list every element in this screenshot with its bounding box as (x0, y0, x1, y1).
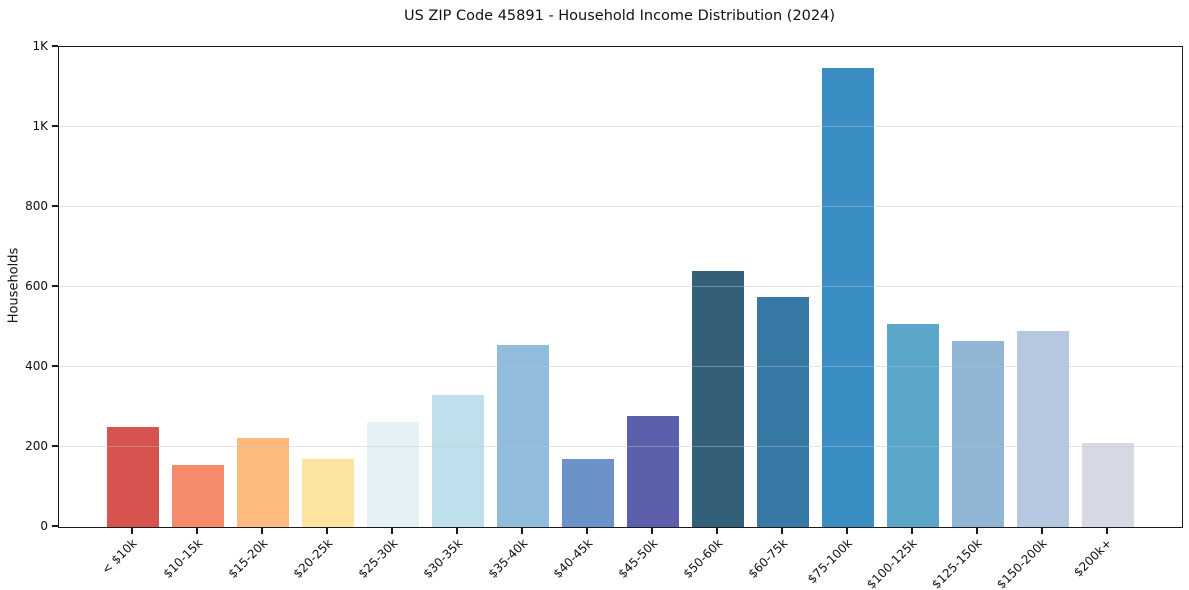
x-tick-mark (846, 528, 848, 534)
x-tick-label: $75-100k (804, 536, 855, 587)
y-tick-label: 1K (32, 119, 48, 133)
bar-$50-60k (692, 271, 744, 527)
chart-title: US ZIP Code 45891 - Household Income Dis… (403, 8, 836, 24)
x-tick-mark (911, 528, 913, 534)
x-tick-label: < $10k (99, 536, 140, 577)
x-tick-label: $100-125k (864, 536, 920, 590)
x-tick-label: $35-40k (485, 536, 530, 581)
bars-layer (59, 47, 1182, 527)
x-tick-label: $200k+ (1071, 536, 1115, 580)
x-tick-label: $20-25k (290, 536, 335, 581)
x-tick-label: $10-15k (160, 536, 205, 581)
bar-$125-150k (952, 341, 1004, 527)
x-tick-mark (651, 528, 653, 534)
bar-$75-100k (822, 67, 874, 527)
x-tick-mark (456, 528, 458, 534)
x-tick-mark (391, 528, 393, 534)
x-tick-mark (1106, 528, 1108, 534)
y-tick-mark (52, 285, 58, 287)
bar-$45-50k (627, 416, 679, 527)
x-tick-label: $60-75k (745, 536, 790, 581)
bar-$100-125k (887, 324, 939, 527)
x-tick-label: $150-200k (994, 536, 1050, 590)
y-tick-mark (52, 45, 58, 47)
x-tick-mark (521, 528, 523, 534)
x-tick-mark (586, 528, 588, 534)
x-tick-mark (781, 528, 783, 534)
y-tick-label: 1K (32, 39, 48, 53)
x-tick-mark (196, 528, 198, 534)
y-tick-label: 600 (25, 279, 48, 293)
x-tick-label: $25-30k (355, 536, 400, 581)
bar-$15-20k (237, 438, 289, 527)
bar-$30-35k (432, 395, 484, 527)
bar-$25-30k (367, 421, 419, 527)
y-tick-mark (52, 445, 58, 447)
y-tick-label: 200 (25, 439, 48, 453)
x-tick-mark (131, 528, 133, 534)
y-tick-label: 800 (25, 199, 48, 213)
x-tick-mark (1041, 528, 1043, 534)
x-tick-mark (716, 528, 718, 534)
x-tick-label: $40-45k (550, 536, 595, 581)
y-tick-mark (52, 525, 58, 527)
y-tick-mark (52, 365, 58, 367)
y-tick-mark (52, 125, 58, 127)
x-tick-mark (326, 528, 328, 534)
x-tick-label: $30-35k (420, 536, 465, 581)
y-tick-mark (52, 205, 58, 207)
y-tick-label: 400 (25, 359, 48, 373)
bar-< $10k (107, 427, 159, 527)
bar-$20-25k (302, 459, 354, 527)
x-tick-label: $15-20k (225, 536, 270, 581)
x-tick-mark (261, 528, 263, 534)
bar-$40-45k (562, 459, 614, 527)
y-tick-label: 0 (40, 519, 48, 533)
x-tick-mark (976, 528, 978, 534)
x-tick-label: $45-50k (615, 536, 660, 581)
bar-$60-75k (757, 297, 809, 527)
bar-$35-40k (497, 345, 549, 527)
x-tick-label: $50-60k (680, 536, 725, 581)
bar-$200k+ (1082, 443, 1134, 527)
y-axis-label: Households (6, 247, 22, 324)
bar-$150-200k (1017, 331, 1069, 527)
x-tick-label: $125-150k (929, 536, 985, 590)
bar-$10-15k (172, 465, 224, 527)
plot-area (58, 46, 1183, 528)
